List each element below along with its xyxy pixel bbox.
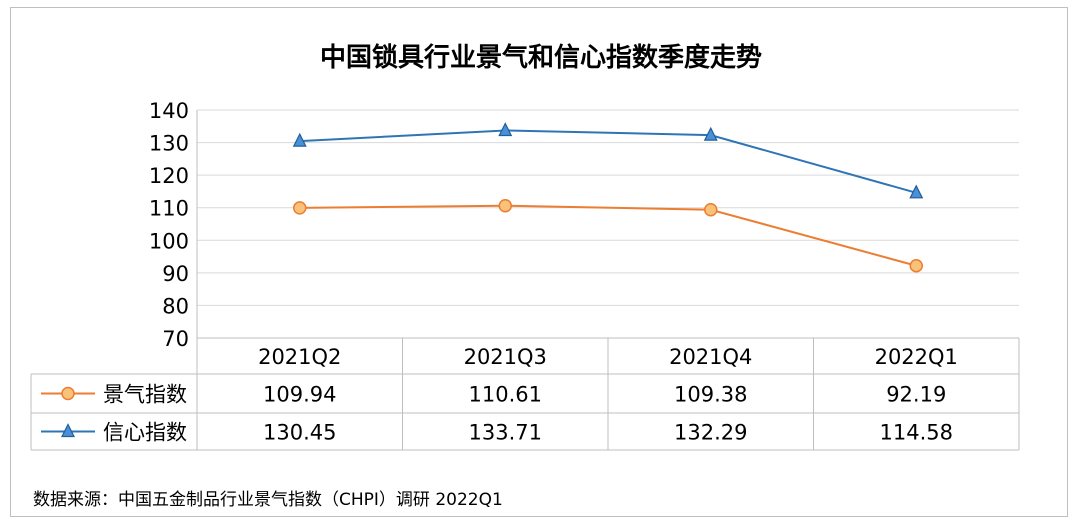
- data-point-circle: [293, 201, 307, 215]
- grid-lines: [196, 109, 1019, 339]
- x-category-label: 2022Q1: [875, 345, 958, 369]
- table-value-cell: 109.94: [263, 383, 336, 407]
- y-axis: 140 130 120 110 100 90 80 70: [149, 99, 189, 351]
- data-point-circle: [498, 198, 512, 213]
- table-value-cell: 110.61: [469, 383, 542, 407]
- y-tick-label: 140: [149, 99, 189, 123]
- x-category-label: 2021Q4: [669, 345, 752, 369]
- data-point-triangle: [909, 184, 924, 199]
- chart-title: 中国锁具行业景气和信心指数季度走势: [320, 42, 762, 73]
- legend-marker-triangle: [61, 423, 75, 438]
- y-tick-label: 120: [149, 164, 189, 188]
- data-point-circle: [909, 258, 923, 273]
- data-point-triangle: [703, 126, 718, 141]
- y-tick-label: 70: [162, 327, 189, 351]
- y-tick-label: 100: [149, 229, 189, 253]
- legend-series-name: 景气指数: [103, 383, 187, 407]
- series-line: [299, 204, 917, 267]
- table-value-cell: 114.58: [880, 421, 953, 445]
- data-point-triangle: [292, 132, 307, 147]
- data-point-triangle: [498, 122, 513, 137]
- table-value-cell: 92.19: [886, 383, 946, 407]
- table-value-cell: 132.29: [674, 421, 747, 445]
- table-value-cell: 109.38: [674, 383, 747, 407]
- source-note: 数据来源：中国五金制品行业景气指数（CHPI）调研 2022Q1: [33, 490, 503, 510]
- series-layer: [292, 122, 924, 273]
- data-point-circle: [704, 202, 718, 217]
- x-category-label: 2021Q2: [258, 345, 341, 369]
- legend-marker-circle: [61, 386, 75, 401]
- y-tick-label: 110: [149, 197, 189, 221]
- x-category-label: 2021Q3: [464, 345, 547, 369]
- y-tick-label: 90: [162, 262, 189, 286]
- table-value-cell: 130.45: [263, 421, 336, 445]
- table-value-cell: 133.71: [469, 421, 542, 445]
- chart-canvas: 中国锁具行业景气和信心指数季度走势 140130120110100908070 …: [30, 42, 1020, 451]
- y-tick-label: 80: [162, 294, 189, 318]
- legend-series-name: 信心指数: [103, 421, 187, 445]
- series-line: [299, 129, 917, 194]
- chart-frame: 中国锁具行业景气和信心指数季度走势 140 130 120 110 100 90 80 70 …: [10, 7, 1068, 517]
- data-table: 2021Q2 2021Q3 2021Q4 2022Q1 景气指数 109.94 110.61…: [30, 337, 1020, 451]
- y-tick-label: 130: [149, 132, 189, 156]
